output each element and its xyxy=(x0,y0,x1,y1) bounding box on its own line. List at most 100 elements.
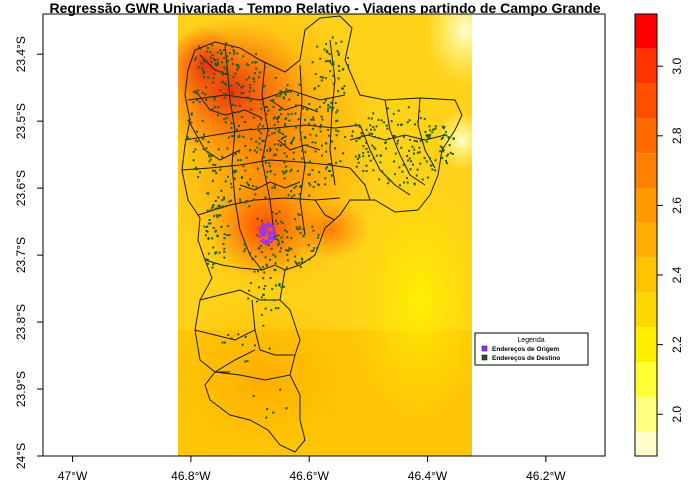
destination-point xyxy=(427,134,430,137)
destination-point xyxy=(269,277,272,279)
destination-point xyxy=(225,205,228,208)
y-tick-label: 24°S xyxy=(14,443,28,469)
destination-point xyxy=(390,120,393,123)
destination-point xyxy=(216,111,219,114)
destination-point xyxy=(220,53,222,55)
destination-point xyxy=(232,154,235,157)
destination-point xyxy=(312,185,315,188)
destination-point xyxy=(200,67,203,69)
destination-point xyxy=(246,96,249,99)
destination-point xyxy=(272,117,275,120)
destination-point xyxy=(246,181,249,184)
origin-point xyxy=(271,232,274,236)
destination-point xyxy=(212,227,215,229)
destination-point xyxy=(253,270,256,273)
destination-point xyxy=(194,139,197,142)
destination-point xyxy=(321,118,324,121)
destination-point xyxy=(206,151,209,154)
destination-point xyxy=(231,91,234,94)
destination-point xyxy=(264,307,267,310)
destination-point xyxy=(396,142,399,145)
destination-point xyxy=(311,141,314,144)
destination-point xyxy=(220,226,223,228)
destination-point xyxy=(264,144,267,147)
destination-point xyxy=(272,105,275,108)
destination-point xyxy=(365,147,368,150)
destination-point xyxy=(403,181,405,184)
destination-point xyxy=(401,170,404,173)
destination-point xyxy=(253,72,256,75)
destination-point xyxy=(445,162,448,165)
destination-point xyxy=(223,247,226,250)
destination-point xyxy=(358,156,361,159)
destination-point xyxy=(279,250,282,253)
destination-point xyxy=(197,175,200,178)
destination-point xyxy=(290,248,293,251)
destination-point xyxy=(211,266,214,269)
destination-point xyxy=(298,227,301,230)
destination-point xyxy=(314,150,317,153)
destination-point xyxy=(447,136,450,139)
origin-point xyxy=(262,234,265,237)
destination-point xyxy=(254,61,257,64)
destination-point xyxy=(192,101,195,104)
destination-point xyxy=(199,171,201,174)
destination-point xyxy=(199,47,202,50)
destination-point xyxy=(375,125,378,128)
destination-point xyxy=(330,174,333,177)
destination-point xyxy=(293,194,296,197)
destination-point xyxy=(269,258,271,261)
destination-point xyxy=(270,247,273,250)
destination-point xyxy=(216,63,219,66)
destination-point xyxy=(442,136,444,139)
destination-point xyxy=(223,233,226,236)
destination-point xyxy=(236,128,238,131)
destination-point xyxy=(417,120,419,123)
destination-point xyxy=(230,186,233,189)
destination-point xyxy=(442,149,445,152)
destination-point xyxy=(378,178,381,181)
destination-point xyxy=(397,109,400,112)
destination-point xyxy=(211,108,214,111)
destination-point xyxy=(314,181,317,183)
colorbar-tick-label: 2.2 xyxy=(670,336,684,353)
destination-point xyxy=(196,99,198,101)
destination-point xyxy=(251,61,254,64)
destination-point xyxy=(196,130,199,133)
y-tick-label: 23.5°S xyxy=(14,103,28,139)
destination-point xyxy=(331,36,334,39)
origin-point xyxy=(261,228,264,231)
destination-point xyxy=(210,66,213,69)
destination-point xyxy=(298,83,301,86)
destination-point xyxy=(394,173,396,176)
destination-point xyxy=(231,45,234,48)
destination-point xyxy=(255,186,258,189)
destination-point xyxy=(205,99,208,101)
origin-point xyxy=(270,225,274,228)
destination-point xyxy=(347,65,350,68)
destination-point xyxy=(273,131,276,134)
destination-point xyxy=(212,163,215,166)
destination-point xyxy=(285,155,288,158)
origin-point xyxy=(272,227,275,230)
destination-point xyxy=(413,152,415,155)
destination-point xyxy=(233,171,236,174)
destination-point xyxy=(226,71,229,74)
origin-point xyxy=(273,233,276,236)
destination-point xyxy=(446,154,449,157)
destination-point xyxy=(295,226,298,229)
destination-point xyxy=(223,82,226,85)
destination-point xyxy=(233,50,236,53)
origin-point xyxy=(263,223,267,226)
destination-point xyxy=(306,144,309,147)
destination-point xyxy=(384,142,387,145)
destination-point xyxy=(207,76,210,79)
destination-point xyxy=(298,193,301,195)
destination-point xyxy=(201,137,204,140)
origin-point xyxy=(269,223,272,226)
destination-point xyxy=(324,77,327,80)
destination-point xyxy=(217,148,220,151)
destination-point xyxy=(277,234,280,237)
destination-point xyxy=(217,196,220,199)
